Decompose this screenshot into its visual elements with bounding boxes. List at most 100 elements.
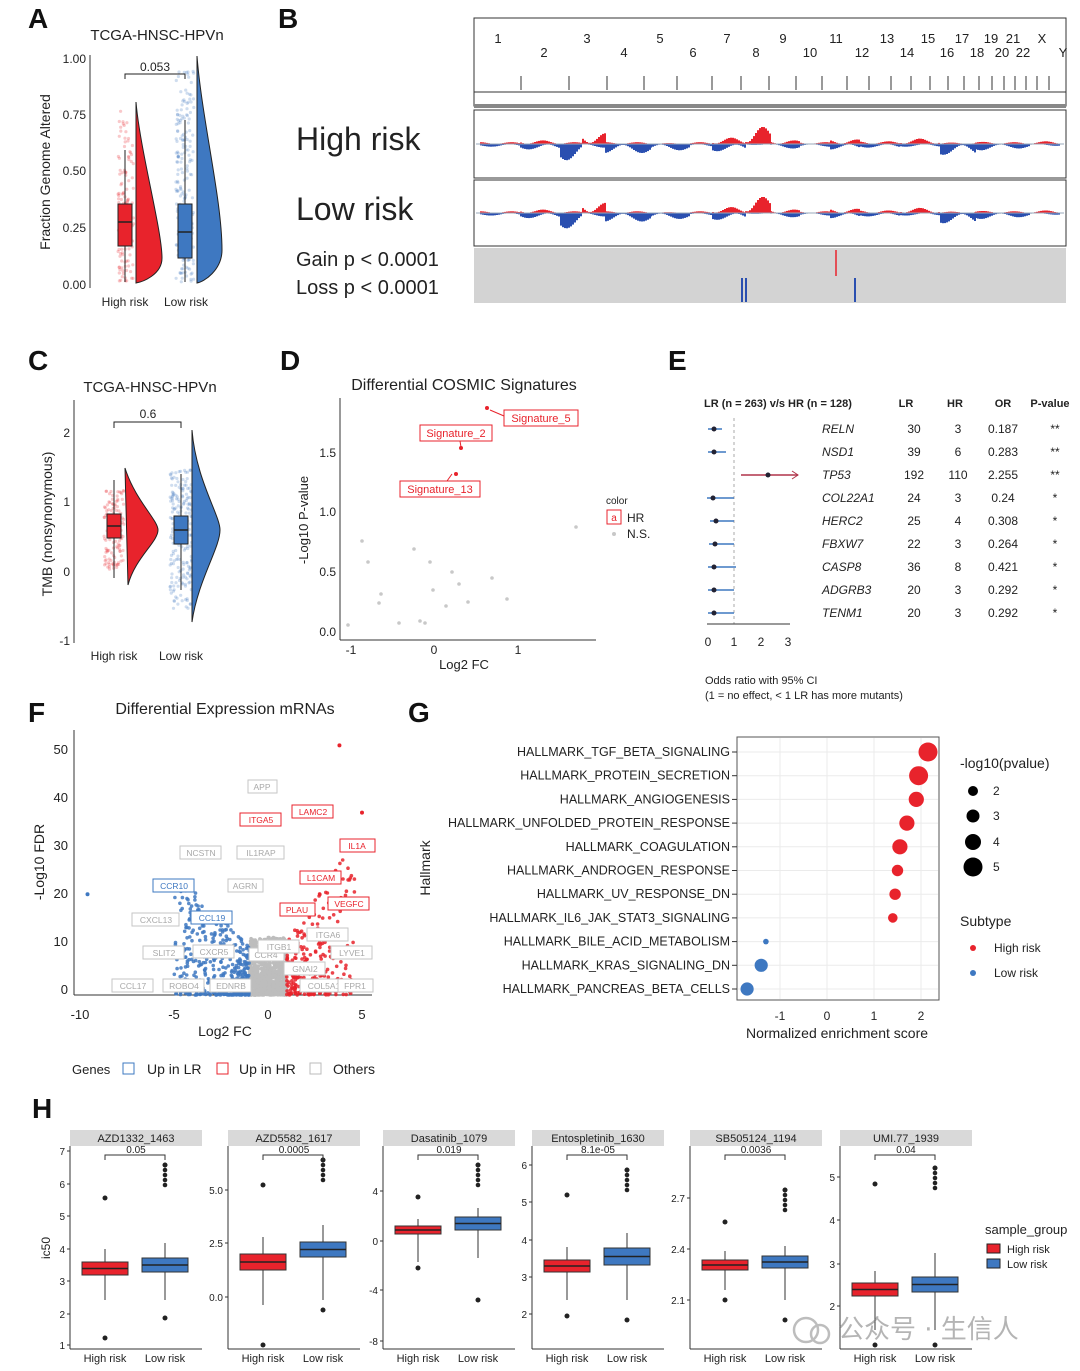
jitter-point bbox=[182, 263, 186, 267]
gain-bar bbox=[928, 141, 930, 144]
jitter-point bbox=[120, 492, 124, 496]
chrom-label: 21 bbox=[1006, 31, 1020, 46]
gain-bar bbox=[605, 142, 607, 144]
up-hr-point bbox=[290, 985, 294, 989]
gain-bar bbox=[908, 211, 910, 213]
loss-bar bbox=[1012, 213, 1014, 217]
loss-bar bbox=[534, 144, 536, 149]
panel-letter-c: C bbox=[28, 345, 48, 376]
gain-bar bbox=[611, 211, 613, 213]
up-lr-point bbox=[246, 973, 251, 978]
jitter-point bbox=[176, 510, 180, 514]
gain-bar bbox=[950, 142, 952, 144]
loss-bar bbox=[962, 144, 964, 146]
gain-bar bbox=[914, 139, 916, 144]
gain-bar bbox=[548, 141, 550, 144]
ytick-label: 1 bbox=[59, 1341, 65, 1352]
loss-bar bbox=[645, 144, 647, 153]
chrom-label: 15 bbox=[921, 31, 935, 46]
loss-bar bbox=[602, 144, 604, 148]
jitter-point bbox=[170, 516, 174, 521]
jitter-point bbox=[103, 555, 107, 559]
xtick: -5 bbox=[168, 1007, 180, 1022]
up-hr-point bbox=[290, 958, 295, 962]
up-hr-point bbox=[296, 991, 300, 995]
jitter-point bbox=[189, 277, 193, 281]
gain-bar bbox=[607, 142, 609, 144]
or-point bbox=[710, 495, 716, 501]
gain-bar bbox=[924, 139, 926, 144]
ytick: 10 bbox=[54, 934, 68, 949]
ytick: 1 bbox=[63, 495, 70, 509]
ns-point bbox=[254, 940, 259, 945]
gain-bar bbox=[706, 142, 708, 144]
jitter-point bbox=[182, 502, 186, 506]
up-hr-point bbox=[344, 963, 348, 968]
jitter-point bbox=[181, 138, 185, 142]
gain-bar bbox=[598, 137, 600, 144]
loss-bar bbox=[912, 213, 914, 215]
jitter-point bbox=[169, 561, 173, 566]
loss-bar bbox=[580, 144, 582, 148]
up-hr-point bbox=[318, 892, 322, 897]
loss-bar bbox=[794, 144, 796, 149]
outlier-point bbox=[624, 1182, 630, 1188]
jitter-point bbox=[123, 140, 127, 144]
jitter-point bbox=[178, 118, 182, 123]
ytick-label: 4 bbox=[59, 1245, 65, 1256]
gain-bar bbox=[989, 142, 991, 144]
up-lr-point bbox=[178, 901, 182, 906]
ytick-label: 7 bbox=[59, 1147, 65, 1158]
jitter-point bbox=[181, 258, 185, 262]
gain-bar bbox=[726, 208, 728, 213]
jitter-point bbox=[177, 70, 181, 74]
jitter-point bbox=[170, 530, 175, 534]
panel-c-title: TCGA-HNSC-HPVn bbox=[83, 379, 216, 396]
loss-bar bbox=[820, 144, 822, 146]
gain-bar bbox=[882, 211, 884, 213]
loss-bar bbox=[744, 213, 746, 217]
gene-label: VEGFC bbox=[334, 899, 363, 909]
jitter-point bbox=[131, 263, 135, 267]
loss-bar bbox=[576, 144, 578, 152]
ns-point bbox=[252, 993, 256, 997]
significance-bracket bbox=[566, 1154, 628, 1160]
up-lr-point bbox=[245, 992, 250, 997]
jitter-point bbox=[175, 108, 179, 112]
jitter-point bbox=[177, 470, 181, 474]
gain-bar bbox=[918, 207, 920, 213]
gain-bar bbox=[979, 142, 981, 144]
gain-bar bbox=[796, 209, 798, 213]
jitter-point bbox=[180, 171, 184, 175]
gain-bar bbox=[977, 211, 979, 213]
significance-bracket bbox=[124, 73, 186, 79]
loss-bar bbox=[574, 144, 576, 154]
jitter-point bbox=[174, 151, 178, 155]
up-lr-point bbox=[209, 932, 214, 936]
gain-bar bbox=[985, 211, 987, 213]
loss-bar bbox=[858, 213, 860, 216]
xtick: 0 bbox=[824, 1009, 831, 1023]
gain-bar bbox=[724, 139, 726, 144]
loss-bar bbox=[932, 213, 934, 215]
jitter-point bbox=[170, 490, 174, 494]
jitter-point bbox=[184, 470, 188, 474]
loss-bar bbox=[672, 213, 674, 218]
loss-bar bbox=[650, 144, 652, 148]
jitter-point bbox=[180, 103, 184, 107]
up-hr-point bbox=[346, 866, 350, 870]
jitter-point bbox=[188, 468, 192, 472]
gene-label-box bbox=[327, 896, 370, 911]
loss-bar bbox=[1028, 213, 1030, 216]
gain-bar bbox=[1050, 211, 1052, 213]
gain-bar bbox=[734, 138, 736, 144]
xtick: -1 bbox=[775, 1009, 786, 1023]
loss-bar bbox=[798, 144, 800, 148]
jitter-point bbox=[187, 507, 191, 511]
loss-bar bbox=[710, 144, 712, 147]
ns-point bbox=[457, 582, 461, 586]
loss-bar bbox=[566, 144, 568, 161]
gain-bar bbox=[572, 142, 574, 144]
loss-bar bbox=[730, 213, 732, 215]
lr-count: 25 bbox=[907, 514, 921, 528]
